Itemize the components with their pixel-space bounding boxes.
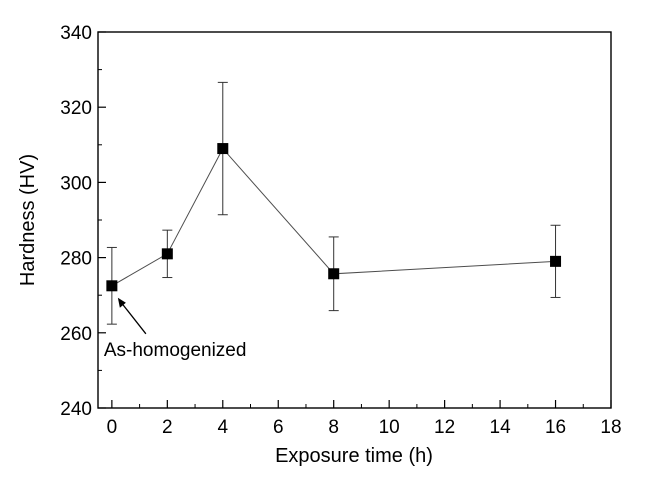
x-tick-label: 12 bbox=[434, 417, 455, 438]
x-tick-label: 6 bbox=[273, 417, 284, 438]
data-point bbox=[217, 143, 229, 155]
y-tick-label: 340 bbox=[60, 23, 92, 44]
x-tick-label: 2 bbox=[162, 417, 173, 438]
annotation-layer: As-homogenized bbox=[104, 297, 247, 361]
y-axis: 240 260 280 300 320 340 bbox=[60, 23, 106, 420]
x-axis: 0 2 4 6 8 10 12 14 16 18 bbox=[107, 400, 622, 438]
annotation-label: As-homogenized bbox=[104, 340, 247, 361]
data-point bbox=[106, 280, 118, 292]
data-point bbox=[550, 255, 562, 267]
x-tick-label: 10 bbox=[379, 417, 400, 438]
data-point bbox=[328, 268, 340, 280]
annotation-arrow-head bbox=[117, 297, 126, 308]
x-tick-label: 4 bbox=[217, 417, 228, 438]
y-tick-label: 260 bbox=[60, 324, 92, 345]
x-tick-label: 8 bbox=[328, 417, 339, 438]
y-axis-title: Hardness (HV) bbox=[17, 154, 39, 286]
x-tick-label: 18 bbox=[600, 417, 621, 438]
x-tick-label: 16 bbox=[545, 417, 566, 438]
annotation-arrow-line bbox=[119, 300, 147, 335]
x-axis-title: Exposure time (h) bbox=[275, 445, 433, 467]
x-tick-label: 14 bbox=[490, 417, 512, 438]
series-layer bbox=[106, 81, 562, 325]
x-tick-label: 0 bbox=[107, 417, 118, 438]
y-tick-label: 300 bbox=[60, 173, 92, 194]
y-tick-label: 280 bbox=[60, 249, 92, 270]
y-tick-label: 320 bbox=[60, 98, 92, 119]
y-tick-label: 240 bbox=[60, 399, 92, 420]
data-point bbox=[161, 248, 173, 260]
